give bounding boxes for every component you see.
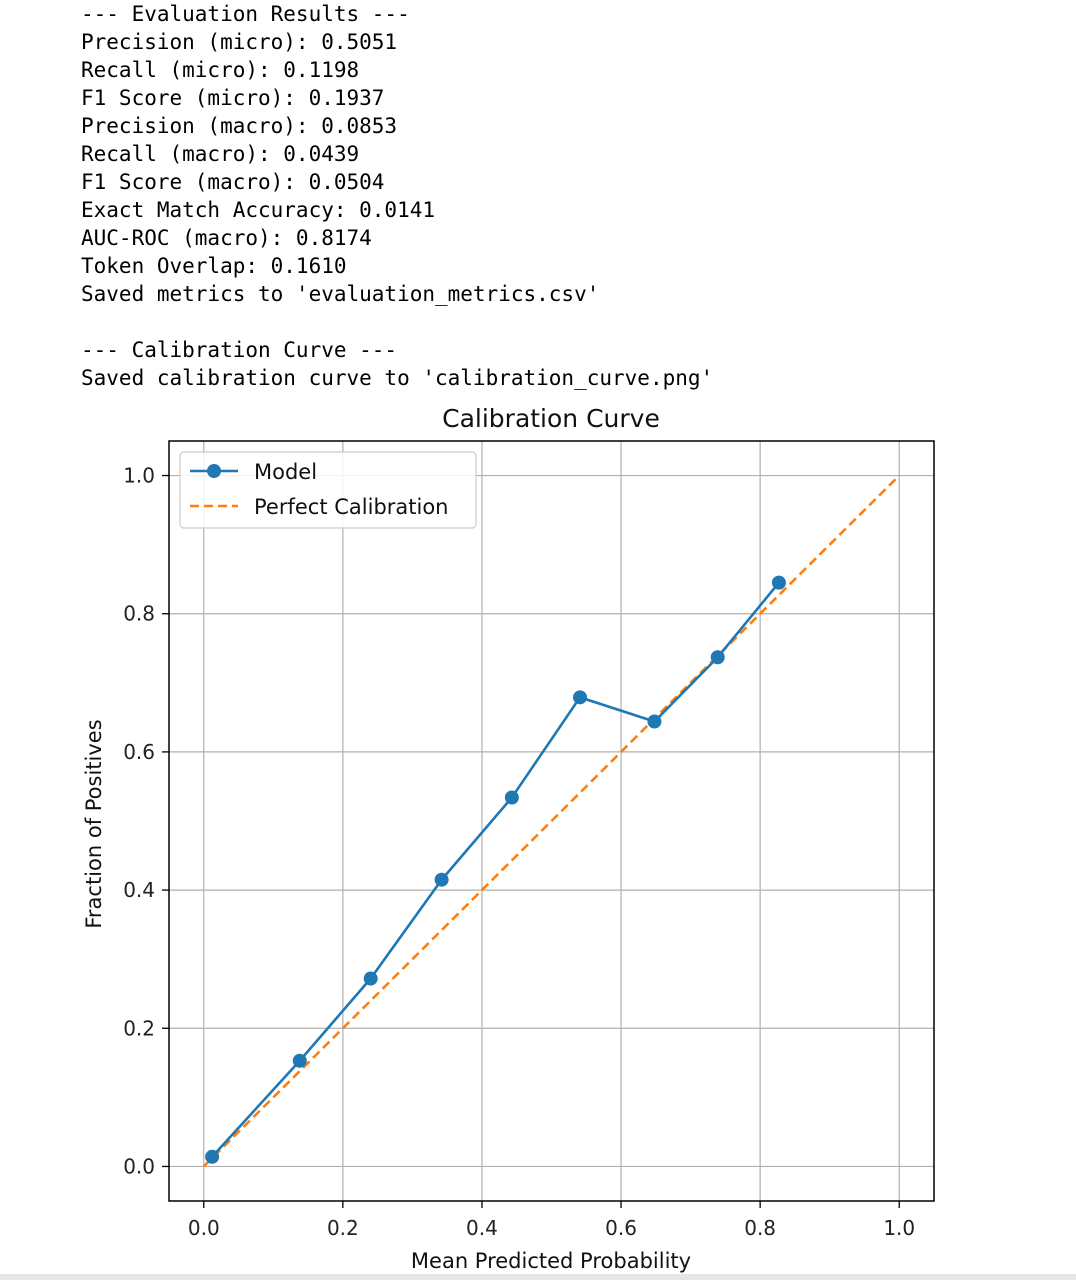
legend-model-label: Model xyxy=(254,460,317,484)
y-tick-label: 0.2 xyxy=(123,1016,155,1040)
console-line: Saved metrics to 'evaluation_metrics.csv… xyxy=(81,282,600,306)
model-point xyxy=(710,650,725,665)
model-point xyxy=(504,790,519,805)
x-tick-label: 0.2 xyxy=(327,1216,359,1240)
console-line: Exact Match Accuracy: 0.0141 xyxy=(81,198,436,222)
model-point xyxy=(647,714,662,729)
model-point xyxy=(292,1053,307,1068)
console-output: --- Evaluation Results --- Precision (mic… xyxy=(81,0,713,392)
x-axis-label: Mean Predicted Probability xyxy=(411,1249,691,1273)
console-line: Recall (macro): 0.0439 xyxy=(81,142,360,166)
model-point xyxy=(573,690,588,705)
console-line: F1 Score (macro): 0.0504 xyxy=(81,170,385,194)
console-line: Recall (micro): 0.1198 xyxy=(81,58,360,82)
y-tick-label: 0.0 xyxy=(123,1154,155,1178)
model-point xyxy=(434,872,449,887)
console-line: Precision (macro): 0.0853 xyxy=(81,114,398,138)
y-axis: 0.0 0.2 0.4 0.6 0.8 1.0 xyxy=(123,464,169,1178)
y-tick-label: 0.8 xyxy=(123,602,155,626)
model-point xyxy=(771,575,786,590)
x-axis: 0.0 0.2 0.4 0.6 0.8 1.0 xyxy=(188,1201,915,1240)
x-tick-label: 0.0 xyxy=(188,1216,220,1240)
grid-lines xyxy=(169,441,934,1201)
y-tick-label: 1.0 xyxy=(123,464,155,488)
footer-strip xyxy=(0,1274,1076,1280)
y-tick-label: 0.4 xyxy=(123,878,155,902)
model-line xyxy=(211,581,780,1158)
perfect-calibration-series xyxy=(202,474,901,1168)
console-line: Token Overlap: 0.1610 xyxy=(81,254,347,278)
y-axis-label: Fraction of Positives xyxy=(82,719,106,928)
y-tick-label: 0.6 xyxy=(123,740,155,764)
console-line: --- Calibration Curve --- xyxy=(81,338,398,362)
x-tick-label: 0.4 xyxy=(466,1216,498,1240)
model-point xyxy=(363,971,378,986)
legend-model-marker xyxy=(207,464,221,478)
chart-title: Calibration Curve xyxy=(442,404,660,433)
legend: Model Perfect Calibration xyxy=(179,451,477,529)
x-tick-label: 0.6 xyxy=(605,1216,637,1240)
x-tick-label: 0.8 xyxy=(744,1216,776,1240)
console-line: Saved calibration curve to 'calibration_… xyxy=(81,366,714,390)
model-series xyxy=(205,575,786,1164)
perfect-calibration-line xyxy=(202,474,901,1168)
console-line: --- Evaluation Results --- xyxy=(81,2,410,26)
plot-frame xyxy=(168,440,935,1202)
legend-perfect-label: Perfect Calibration xyxy=(254,495,449,519)
model-point xyxy=(205,1149,220,1164)
console-line: AUC-ROC (macro): 0.8174 xyxy=(81,226,372,250)
console-line: F1 Score (micro): 0.1937 xyxy=(81,86,385,110)
x-tick-label: 1.0 xyxy=(883,1216,915,1240)
console-line: Precision (micro): 0.5051 xyxy=(81,30,398,54)
legend-box xyxy=(179,451,477,529)
